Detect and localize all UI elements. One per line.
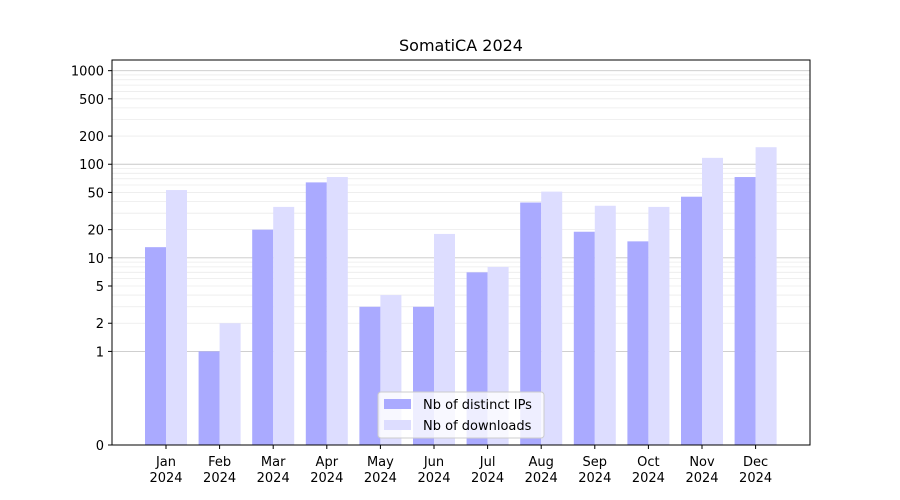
legend-swatch — [384, 420, 411, 430]
bar — [273, 206, 295, 445]
bar — [166, 190, 187, 445]
x-tick-label: Jan 2024 — [149, 455, 182, 486]
x-tick-label: Dec 2024 — [739, 455, 772, 486]
y-tick-label: 1000 — [71, 65, 104, 80]
legend-box — [377, 391, 545, 439]
x-tick-label: Aug 2024 — [525, 455, 558, 486]
y-tick-label: 20 — [87, 224, 104, 239]
chart-title: SomatiCA 2024 — [399, 36, 523, 55]
bar — [219, 323, 241, 445]
bar — [520, 202, 542, 445]
x-tick-label: Feb 2024 — [203, 455, 236, 486]
bar — [648, 206, 670, 445]
bar — [252, 229, 274, 445]
legend-label: Nb of downloads — [423, 419, 532, 434]
bar — [326, 177, 348, 446]
y-tick-label: 200 — [79, 130, 104, 145]
bar — [627, 241, 649, 445]
y-tick-label: 100 — [79, 158, 104, 173]
y-tick-label: 0 — [96, 439, 104, 454]
legend: Nb of distinct IPs Nb of downloads — [377, 391, 545, 439]
y-tick-label: 500 — [79, 93, 104, 108]
y-tick-label: 2 — [96, 317, 104, 332]
x-tick-label: May 2024 — [364, 455, 397, 486]
bar — [734, 177, 756, 446]
bar — [145, 247, 166, 445]
y-tick-label: 50 — [87, 186, 104, 201]
y-axis: 0 1 2 5 10 20 50 100 200 500 1000 — [71, 65, 112, 454]
x-tick-label: Nov 2024 — [685, 455, 718, 486]
bar — [573, 231, 595, 445]
y-tick-label: 1 — [96, 345, 104, 360]
bar — [359, 306, 381, 445]
legend-label: Nb of distinct IPs — [423, 398, 532, 413]
bar — [594, 205, 616, 445]
bar — [541, 191, 563, 445]
bar — [702, 157, 723, 446]
legend-swatch — [384, 399, 411, 409]
x-tick-label: Mar 2024 — [257, 455, 290, 486]
bar — [198, 351, 220, 445]
x-tick-label: Jul 2024 — [471, 455, 504, 486]
y-tick-label: 5 — [96, 280, 104, 295]
x-tick-label: Jun 2024 — [417, 455, 450, 486]
bar — [681, 196, 702, 445]
x-tick-label: Apr 2024 — [310, 455, 343, 486]
x-axis: Jan 2024 Feb 2024 Mar 2024 Apr 2024 May 2024 Jun 20… — [149, 445, 772, 486]
bar — [305, 182, 327, 445]
x-tick-label: Oct 2024 — [632, 455, 665, 486]
y-tick-label: 10 — [87, 252, 104, 267]
plot-frame — [111, 59, 811, 446]
bar — [755, 147, 777, 445]
x-tick-label: Sep 2024 — [578, 455, 611, 486]
